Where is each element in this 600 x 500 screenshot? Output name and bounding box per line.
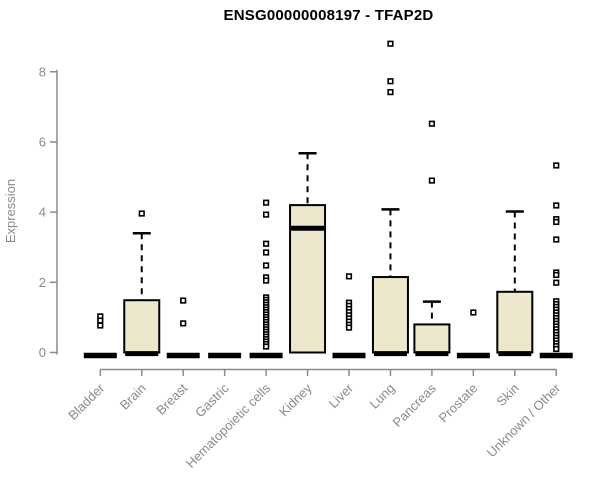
y-tick-label: 2 bbox=[39, 275, 46, 290]
outlier-point bbox=[97, 322, 104, 329]
outlier-point bbox=[138, 210, 145, 217]
outlier-point bbox=[262, 240, 270, 247]
outlier-point bbox=[387, 89, 394, 96]
boxplot-hematopoietic-cells bbox=[249, 199, 283, 359]
x-category-label: Skin bbox=[493, 381, 521, 409]
boxplot-bladder bbox=[83, 313, 117, 359]
outlier-point bbox=[428, 177, 436, 184]
boxplot-skin bbox=[496, 210, 534, 357]
x-category-label: Pancreas bbox=[390, 380, 440, 430]
outlier-point bbox=[553, 236, 560, 243]
outlier-point bbox=[470, 309, 477, 316]
outlier-point bbox=[428, 120, 436, 127]
y-tick-label: 0 bbox=[39, 345, 46, 360]
outlier-point bbox=[262, 277, 270, 284]
outlier-point bbox=[553, 202, 560, 209]
x-category-label: Liver bbox=[326, 380, 357, 411]
boxplot-breast bbox=[166, 297, 200, 359]
y-tick-label: 4 bbox=[39, 205, 46, 220]
boxplot-prostate bbox=[456, 309, 490, 359]
outlier-point bbox=[345, 324, 353, 331]
y-tick-label: 8 bbox=[39, 64, 46, 79]
outlier-point bbox=[553, 279, 560, 286]
boxplot-kidney bbox=[289, 151, 327, 354]
outlier-point bbox=[180, 297, 187, 304]
outlier-point bbox=[262, 211, 270, 218]
outlier-point bbox=[262, 343, 270, 350]
box bbox=[371, 276, 409, 354]
box bbox=[413, 323, 451, 354]
outlier-point bbox=[180, 320, 187, 327]
outlier-point bbox=[553, 345, 560, 353]
boxplot-brain bbox=[123, 210, 161, 357]
boxplot-unknown-other bbox=[539, 162, 573, 359]
outlier-point bbox=[553, 162, 560, 169]
x-category-label: Gastric bbox=[192, 380, 232, 420]
x-category-label: Lung bbox=[367, 381, 398, 412]
outlier-point bbox=[97, 317, 104, 324]
box bbox=[123, 299, 161, 354]
x-category-label: Prostate bbox=[436, 381, 481, 426]
outlier-point bbox=[345, 273, 353, 280]
x-category-label: Brain bbox=[117, 381, 149, 413]
outlier-point bbox=[387, 40, 394, 47]
boxplot-pancreas bbox=[413, 120, 451, 357]
outlier-point bbox=[387, 78, 394, 85]
box bbox=[496, 290, 534, 354]
outlier-point bbox=[553, 271, 560, 279]
outlier-point bbox=[262, 199, 270, 206]
x-category-label: Bladder bbox=[65, 380, 108, 423]
outlier-point bbox=[553, 218, 560, 226]
boxplot-liver bbox=[332, 273, 366, 359]
boxplot-lung bbox=[371, 40, 409, 357]
x-category-label: Breast bbox=[153, 380, 190, 417]
x-category-label: Unknown / Other bbox=[484, 380, 564, 460]
y-tick-label: 6 bbox=[39, 134, 46, 149]
outlier-point bbox=[262, 249, 270, 256]
chart-title: ENSG00000008197 - TFAP2D bbox=[223, 7, 434, 24]
y-axis-title: Expression bbox=[3, 179, 18, 243]
x-category-label: Kidney bbox=[276, 380, 315, 419]
outlier-point bbox=[262, 262, 270, 269]
